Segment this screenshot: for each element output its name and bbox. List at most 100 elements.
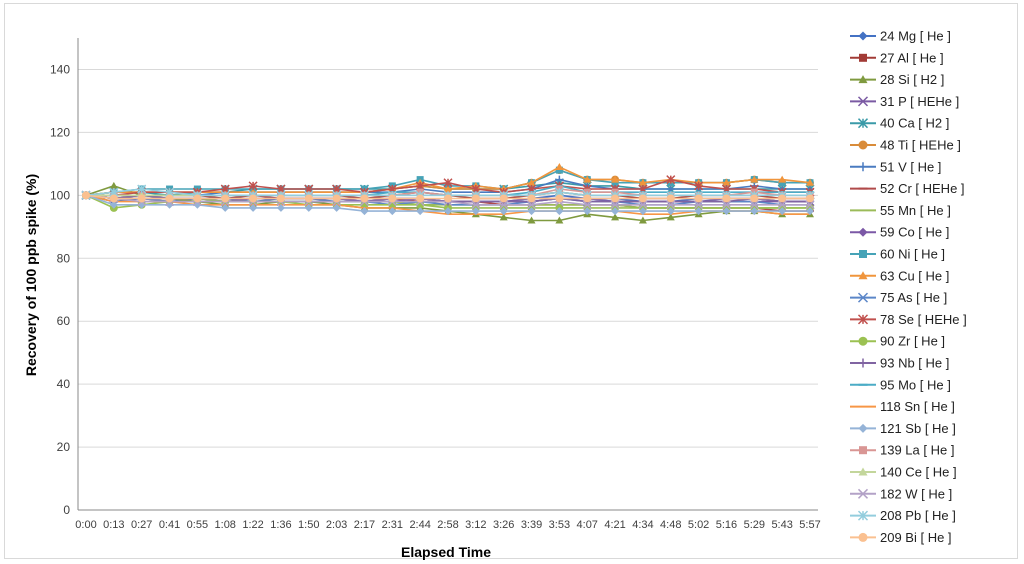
data-point bbox=[777, 200, 787, 210]
x-tick-label: 4:48 bbox=[660, 519, 681, 531]
data-point bbox=[722, 194, 731, 203]
data-point bbox=[778, 179, 786, 187]
data-point bbox=[611, 207, 620, 216]
data-point bbox=[443, 178, 453, 188]
legend-item: 24 Mg [ He ] bbox=[850, 29, 951, 44]
data-point bbox=[415, 181, 425, 191]
data-point bbox=[276, 203, 285, 212]
x-tick-label: 1:22 bbox=[242, 519, 263, 531]
legend-item: 78 Se [ HEHe ] bbox=[850, 312, 967, 327]
data-point bbox=[137, 194, 146, 203]
data-point bbox=[221, 203, 230, 212]
legend-label: 31 P [ HEHe ] bbox=[880, 94, 959, 109]
legend-label: 140 Ce [ He ] bbox=[880, 465, 957, 480]
x-tick-label: 1:08 bbox=[215, 519, 236, 531]
data-point bbox=[611, 194, 620, 203]
legend-label: 182 W [ He ] bbox=[880, 486, 952, 501]
data-point bbox=[165, 194, 174, 203]
data-point bbox=[388, 194, 397, 203]
legend-item: 139 La [ He ] bbox=[850, 443, 954, 458]
data-point bbox=[444, 194, 452, 203]
x-tick-label: 5:43 bbox=[771, 519, 792, 531]
x-tick-label: 3:53 bbox=[549, 519, 570, 531]
data-point bbox=[858, 532, 868, 542]
data-point bbox=[583, 194, 592, 203]
legend-label: 24 Mg [ He ] bbox=[880, 29, 951, 44]
x-tick-label: 4:21 bbox=[604, 519, 625, 531]
data-point bbox=[471, 207, 480, 216]
data-point bbox=[638, 216, 647, 224]
data-point bbox=[805, 200, 815, 210]
legend-item: 52 Cr [ HEHe ] bbox=[850, 181, 965, 196]
legend-item: 51 V [ He ] bbox=[850, 159, 941, 174]
data-point bbox=[750, 207, 759, 216]
data-point bbox=[444, 185, 452, 193]
legend-item: 55 Mn [ He ] bbox=[850, 203, 951, 218]
data-point bbox=[471, 200, 481, 210]
data-point bbox=[444, 207, 452, 216]
data-point bbox=[638, 200, 648, 210]
data-point bbox=[778, 194, 787, 203]
legend-label: 60 Ni [ He ] bbox=[880, 247, 945, 262]
data-point bbox=[722, 207, 731, 216]
y-tick-label: 40 bbox=[57, 377, 71, 391]
legend-label: 209 Bi [ He ] bbox=[880, 530, 952, 545]
legend-label: 28 Si [ H2 ] bbox=[880, 72, 944, 87]
data-point bbox=[527, 216, 536, 224]
x-tick-label: 1:36 bbox=[270, 519, 291, 531]
data-point bbox=[858, 271, 868, 280]
data-point bbox=[555, 163, 564, 171]
data-point bbox=[304, 203, 313, 212]
data-point bbox=[750, 194, 759, 203]
legend-item: 90 Zr [ He ] bbox=[850, 334, 945, 349]
data-point bbox=[638, 178, 647, 186]
x-axis-title: Elapsed Time bbox=[401, 544, 491, 560]
legend-label: 90 Zr [ He ] bbox=[880, 334, 945, 349]
data-point bbox=[248, 181, 258, 191]
data-point bbox=[858, 75, 868, 84]
data-point bbox=[582, 200, 592, 210]
data-point bbox=[193, 194, 202, 203]
x-tick-label: 5:02 bbox=[688, 519, 709, 531]
data-point bbox=[749, 200, 759, 210]
legend-item: 60 Ni [ He ] bbox=[850, 247, 945, 262]
legend-label: 208 Pb [ He ] bbox=[880, 508, 956, 523]
data-point bbox=[527, 207, 536, 216]
data-point bbox=[857, 314, 869, 325]
legend-item: 93 Nb [ He ] bbox=[850, 356, 949, 371]
data-point bbox=[611, 213, 620, 221]
legend: 24 Mg [ He ] 27 Al [ He ] 28 Si [ H2 ] 31 P… bbox=[850, 29, 967, 545]
data-point bbox=[527, 194, 536, 203]
x-tick-label: 2:17 bbox=[354, 519, 375, 531]
data-point bbox=[611, 175, 620, 183]
data-point bbox=[666, 200, 676, 210]
data-point bbox=[388, 207, 397, 216]
data-point bbox=[499, 213, 508, 221]
y-tick-label: 20 bbox=[57, 440, 71, 454]
x-tick-label: 5:57 bbox=[799, 519, 820, 531]
data-point bbox=[416, 207, 425, 216]
data-point bbox=[137, 184, 147, 194]
data-point bbox=[555, 166, 563, 174]
x-tick-label: 4:34 bbox=[632, 519, 653, 531]
data-point bbox=[666, 207, 675, 216]
data-point bbox=[858, 336, 868, 346]
y-tick-label: 60 bbox=[57, 314, 71, 328]
legend-item: 75 As [ He ] bbox=[850, 290, 947, 305]
data-point bbox=[858, 140, 868, 150]
data-point bbox=[666, 194, 675, 203]
data-point bbox=[304, 194, 313, 203]
legend-item: 121 Sb [ He ] bbox=[850, 421, 956, 436]
legend-label: 27 Al [ He ] bbox=[880, 50, 944, 65]
x-tick-label: 4:07 bbox=[577, 519, 598, 531]
x-tick-label: 3:12 bbox=[465, 519, 486, 531]
data-point bbox=[806, 207, 814, 216]
data-point bbox=[750, 175, 759, 183]
data-point bbox=[857, 488, 869, 499]
legend-item: 118 Sn [ He ] bbox=[850, 399, 955, 414]
legend-label: 40 Ca [ H2 ] bbox=[880, 116, 949, 131]
y-tick-label: 100 bbox=[50, 188, 70, 202]
legend-item: 95 Mo [ He ] bbox=[850, 377, 951, 392]
data-point bbox=[555, 216, 564, 224]
data-point bbox=[610, 200, 620, 210]
